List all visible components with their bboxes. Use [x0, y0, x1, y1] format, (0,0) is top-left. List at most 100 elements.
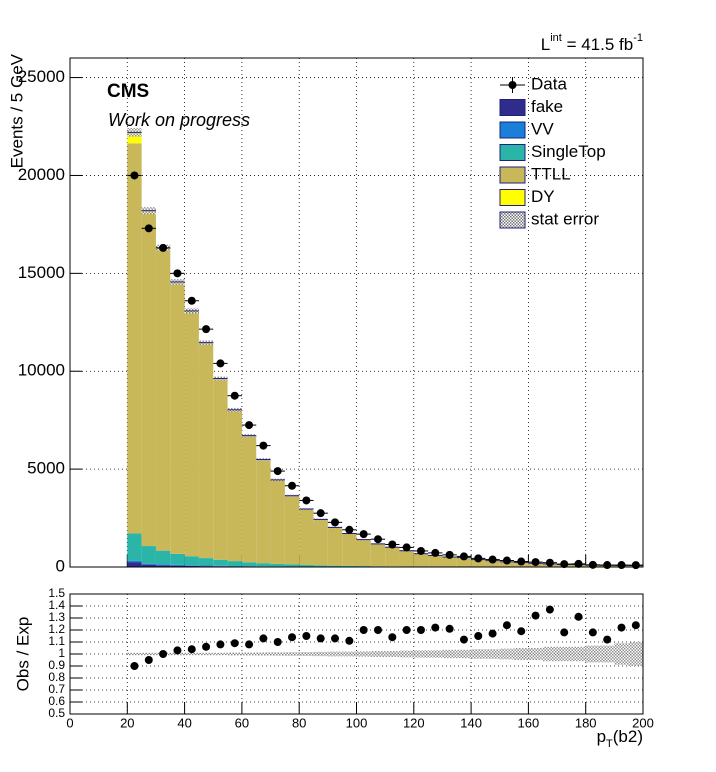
ratio-point — [216, 640, 225, 649]
lumi-part: int — [550, 32, 562, 44]
histogram-segment — [370, 543, 386, 567]
y-tick-label: 0.8 — [48, 670, 65, 684]
ratio-point — [445, 624, 454, 633]
legend-swatch — [499, 121, 526, 139]
histogram-segment — [127, 132, 142, 144]
data-point — [316, 509, 325, 518]
y-tick-label: 0.9 — [48, 658, 65, 672]
ratio-point — [187, 645, 196, 654]
ratio-band — [370, 651, 386, 657]
y-tick-label: 0 — [56, 556, 65, 575]
data-point — [331, 518, 340, 527]
data-point — [603, 561, 612, 570]
legend-swatch — [499, 166, 526, 184]
legend-swatch — [499, 144, 526, 161]
y-tick-label: 1 — [58, 646, 65, 660]
histogram-segment — [155, 550, 171, 565]
histogram-segment — [141, 213, 156, 547]
data-point — [402, 543, 411, 552]
ratio-band — [614, 643, 629, 665]
ratio-band — [198, 652, 214, 656]
ratio-point — [245, 640, 254, 649]
frame — [69, 593, 644, 715]
data-point — [517, 557, 526, 566]
ratio-point — [230, 639, 239, 648]
ratio-point — [159, 650, 168, 658]
histogram-segment — [213, 559, 228, 566]
ratio-point — [431, 623, 440, 632]
data-point — [259, 441, 268, 450]
y-tick-label: 0.5 — [48, 706, 65, 720]
histogram-segment — [385, 547, 400, 567]
data-point — [474, 554, 483, 563]
data-point — [202, 325, 211, 334]
data-point — [245, 421, 254, 430]
ratio-band — [600, 645, 615, 663]
y-tick-label: 20000 — [18, 165, 65, 184]
legend-label: TTLL — [531, 164, 571, 183]
data-point — [502, 556, 511, 565]
ratio-point — [631, 621, 640, 630]
ratio-point — [617, 623, 626, 632]
histogram-segment — [155, 249, 171, 551]
histogram-segment — [155, 564, 171, 566]
lumi-part: = 41.5 fb — [562, 35, 633, 54]
histogram-segment — [184, 565, 199, 566]
ratio-band — [356, 651, 371, 657]
x-tick-label: 180 — [575, 715, 597, 730]
ratio-point — [273, 638, 282, 646]
histogram-segment — [299, 564, 314, 567]
histogram-segment — [313, 519, 328, 566]
histogram-segment — [428, 555, 443, 567]
histogram-segment — [141, 546, 156, 564]
histogram-segment — [227, 561, 242, 566]
histogram-segment — [313, 565, 328, 567]
histogram-segment — [342, 565, 357, 567]
ratio-point — [288, 633, 297, 642]
ratio-band — [184, 652, 199, 656]
histogram-segment — [327, 565, 343, 567]
legend-swatch — [499, 211, 526, 229]
data-point — [230, 391, 239, 400]
y-axis-label: Events / 5 GeV — [7, 53, 26, 168]
ratio-band — [385, 651, 400, 657]
lumi-part: L — [541, 35, 550, 54]
legend-label: fake — [531, 97, 563, 116]
histogram-segment — [327, 527, 343, 566]
ratio-point — [130, 662, 139, 670]
x-axis-label: pT(b2) — [597, 727, 643, 749]
histogram-segment — [456, 557, 472, 567]
ratio-point — [373, 626, 382, 634]
ratio-point — [202, 642, 211, 651]
data-point — [459, 552, 468, 561]
lumi-part: -1 — [633, 32, 643, 44]
ratio-point — [144, 656, 153, 664]
data-point — [445, 550, 454, 559]
ratio-band — [270, 652, 285, 656]
lumi-label: Lint = 41.5 fb-1 — [541, 32, 643, 55]
y-tick-label: 1.3 — [48, 610, 65, 624]
data-point — [617, 561, 626, 570]
data-point — [187, 296, 196, 305]
ratio-band — [284, 652, 300, 656]
histogram-segment — [170, 564, 185, 566]
histogram-segment — [356, 566, 371, 567]
data-point — [431, 548, 440, 557]
x-label-part: T — [606, 738, 613, 750]
data-point — [488, 555, 497, 564]
legend-label: DY — [531, 187, 555, 206]
histogram-segment — [413, 553, 429, 567]
legend-swatch — [499, 189, 526, 206]
ratio-point — [531, 611, 540, 620]
histogram-segment — [170, 283, 185, 554]
x-tick-label: 160 — [518, 715, 540, 730]
histogram-segment — [141, 564, 156, 567]
histogram-segment — [284, 495, 300, 565]
y-tick-label: 25000 — [18, 67, 65, 86]
ratio-band — [428, 650, 443, 658]
ratio-point — [603, 635, 612, 644]
data-point — [216, 359, 225, 368]
x-tick-label: 100 — [346, 715, 368, 730]
ratio-band — [299, 652, 314, 656]
